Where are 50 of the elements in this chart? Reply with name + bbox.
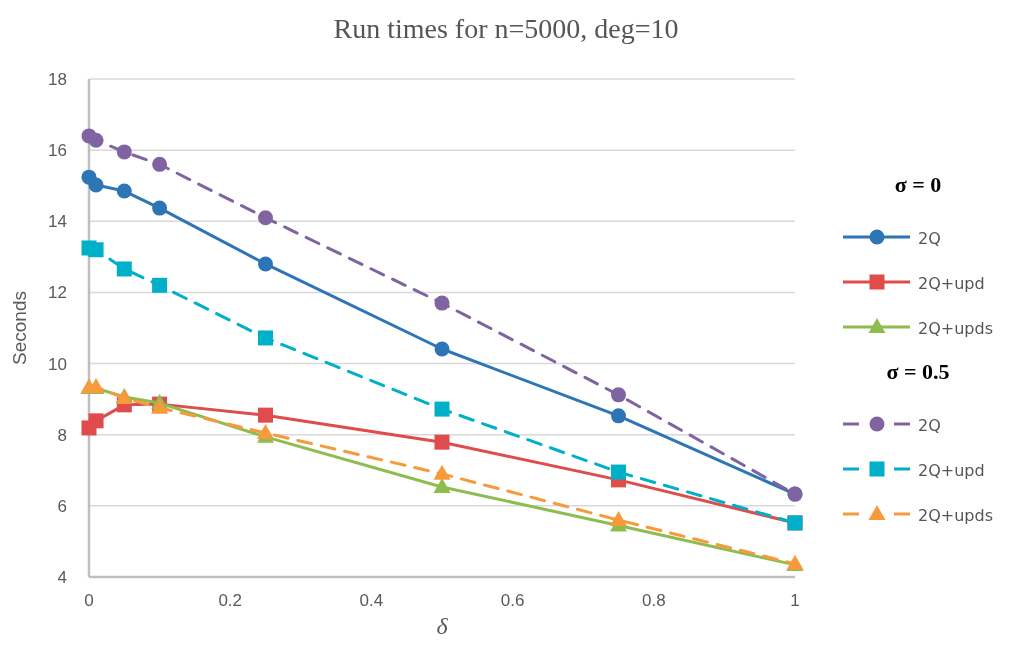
point — [434, 295, 450, 311]
legend-label: 2Q+upd — [918, 461, 985, 480]
y-tick-label: 8 — [57, 425, 67, 445]
point — [434, 341, 450, 357]
legend-label: 2Q+upds — [918, 319, 993, 338]
y-axis-title: Seconds — [9, 291, 30, 365]
point — [88, 413, 104, 429]
x-tick-label: 1 — [790, 591, 800, 610]
point — [116, 144, 132, 160]
point — [116, 261, 132, 277]
point — [152, 156, 168, 172]
point — [611, 464, 626, 480]
point — [434, 434, 450, 450]
point — [611, 408, 626, 424]
y-tick-label: 10 — [48, 354, 67, 374]
point — [258, 256, 273, 272]
y-tick-label: 14 — [48, 212, 67, 232]
legend-label: 2Q+upd — [918, 274, 985, 293]
x-tick-label: 0.4 — [359, 591, 384, 610]
legend-label: 2Q — [918, 416, 941, 435]
point — [152, 200, 168, 216]
point — [88, 132, 104, 148]
x-axis-title: δ — [436, 613, 449, 639]
point — [116, 183, 132, 199]
y-tick-label: 6 — [57, 496, 67, 516]
point — [257, 423, 274, 439]
x-tick-label: 0 — [84, 591, 94, 610]
x-tick-label: 0.8 — [641, 591, 666, 610]
y-tick-label: 4 — [57, 568, 67, 587]
x-tick-label: 0.6 — [500, 591, 525, 610]
y-tick-label: 12 — [48, 283, 67, 303]
point — [610, 511, 627, 527]
point — [433, 478, 451, 493]
text: σ = 0.5 — [886, 359, 950, 384]
point — [434, 401, 450, 417]
point — [433, 464, 451, 480]
chart-title: Run times for n=5000, deg=10 — [333, 13, 679, 44]
point — [258, 330, 273, 346]
legend-label: 2Q — [918, 229, 941, 248]
point — [611, 387, 626, 403]
text: σ = 0 — [894, 172, 942, 197]
point — [88, 177, 104, 193]
y-tick-label: 16 — [48, 141, 67, 161]
y-tick-label: 18 — [48, 70, 67, 89]
point — [88, 242, 104, 258]
point — [258, 407, 273, 423]
point — [258, 210, 273, 226]
legend-label: 2Q+upds — [918, 506, 993, 525]
point — [152, 277, 168, 293]
x-tick-label: 0.2 — [218, 591, 243, 610]
